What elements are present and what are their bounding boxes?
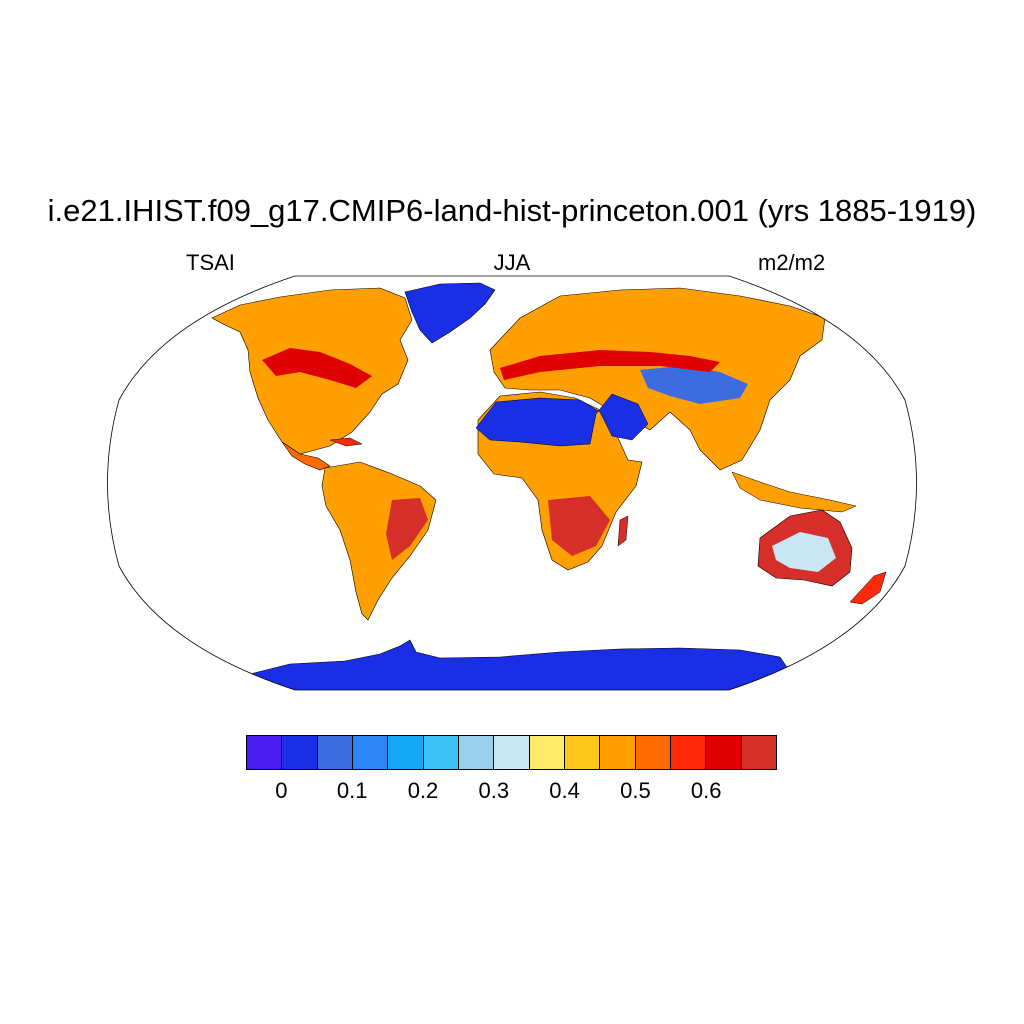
southeast-asia-islands bbox=[731, 471, 857, 513]
colorbar-tick-label: 0.1 bbox=[336, 778, 368, 803]
colorbar-box bbox=[670, 736, 707, 769]
colorbar-box bbox=[600, 736, 636, 769]
caribbean bbox=[329, 437, 363, 447]
colorbar-tick-label: 0.2 bbox=[407, 778, 439, 803]
colorbar-box bbox=[564, 736, 601, 769]
variable-label: TSAI bbox=[186, 250, 235, 275]
plot-title: i.e21.IHIST.f09_g17.CMIP6-land-hist-prin… bbox=[47, 193, 977, 228]
colorbar-box bbox=[494, 736, 530, 769]
colorbar-box bbox=[282, 736, 318, 769]
colorbar-box bbox=[352, 736, 389, 769]
colorbar-tick-label: 0.3 bbox=[478, 778, 510, 803]
high-value-band-europe bbox=[500, 350, 720, 380]
colorbar-box bbox=[317, 736, 353, 769]
colorbar-box bbox=[423, 736, 459, 769]
antarctica bbox=[239, 639, 791, 690]
new-zealand bbox=[849, 571, 887, 605]
colorbar-tick-label: 0.4 bbox=[549, 778, 580, 803]
colorbar bbox=[246, 735, 777, 770]
greenland bbox=[404, 282, 496, 344]
map-boundary bbox=[107, 275, 917, 691]
central-asia-low-region bbox=[640, 366, 748, 404]
colorbar-box bbox=[388, 736, 424, 769]
colorbar-box bbox=[458, 736, 495, 769]
colorbar-tick-label: 0.5 bbox=[620, 778, 651, 803]
units-label: m2/m2 bbox=[758, 250, 826, 275]
colorbar-box bbox=[741, 736, 776, 769]
south-america bbox=[321, 461, 437, 621]
sahara-arabia bbox=[475, 393, 649, 447]
high-value-band-africa bbox=[548, 496, 610, 556]
colorbar-tick-label: 0 bbox=[275, 778, 288, 803]
colorbar-box bbox=[635, 736, 671, 769]
colorbar-box bbox=[706, 736, 742, 769]
season-label: JJA bbox=[493, 250, 531, 275]
high-value-band-south-america bbox=[386, 498, 428, 560]
madagascar bbox=[617, 515, 629, 547]
australia-interior bbox=[772, 532, 836, 572]
high-value-band-north-america bbox=[262, 348, 372, 388]
colorbar-box bbox=[529, 736, 565, 769]
colorbar-box bbox=[247, 736, 283, 769]
colorbar-tick-label: 0.6 bbox=[690, 778, 722, 803]
